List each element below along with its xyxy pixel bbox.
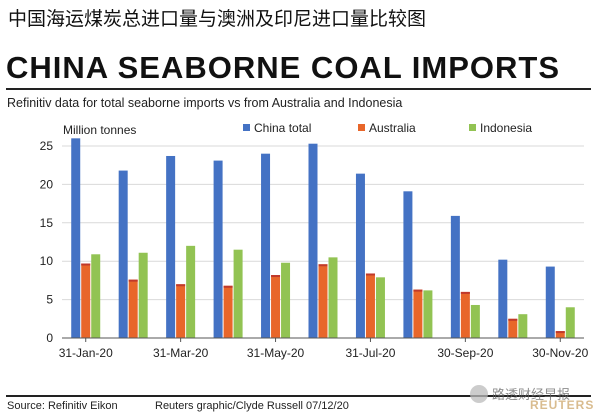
bar-indonesia-Nov-20 bbox=[565, 307, 575, 338]
bar-indonesia-Jan-20 bbox=[91, 254, 101, 338]
bar-china-total-May-20 bbox=[261, 153, 271, 338]
bar-cap-australia-Nov-20 bbox=[555, 331, 565, 334]
bar-cap-australia-Sep-20 bbox=[460, 291, 470, 294]
reuters-logo: REUTERS bbox=[530, 398, 595, 412]
bar-australia-Jan-20 bbox=[81, 263, 91, 338]
source-note: Source: Refinitiv Eikon bbox=[7, 400, 118, 412]
wechat-icon bbox=[470, 384, 488, 403]
bar-indonesia-Jun-20 bbox=[328, 257, 338, 338]
y-tick-label: 15 bbox=[40, 216, 54, 230]
axes: 0 5 10 15 20 25 31-Jan-20 31-Mar-20 31-May-20 31-… bbox=[40, 139, 589, 360]
chinese-title: 中国海运煤炭总进口量与澳洲及印尼进口量比较图 bbox=[8, 8, 427, 30]
legend-swatch-indonesia bbox=[469, 124, 476, 131]
bar-china-total-Oct-20 bbox=[498, 259, 508, 338]
legend-swatch-china-total bbox=[243, 124, 250, 131]
gridlines bbox=[62, 145, 584, 339]
x-tick-label: 31-Jan-20 bbox=[59, 346, 113, 360]
bars bbox=[71, 138, 575, 338]
y-tick-label: 5 bbox=[46, 293, 53, 307]
bar-cap-australia-Jan-20 bbox=[81, 263, 91, 266]
watermark: 路透财经早报 bbox=[470, 384, 570, 403]
legend-label-indonesia: Indonesia bbox=[480, 121, 532, 135]
legend-label-china-total: China total bbox=[254, 121, 311, 135]
bar-australia-Oct-20 bbox=[508, 318, 518, 338]
bar-cap-australia-Oct-20 bbox=[508, 318, 518, 321]
english-title: CHINA SEABORNE COAL IMPORTS bbox=[6, 50, 561, 85]
bar-australia-Mar-20 bbox=[176, 284, 186, 338]
bar-indonesia-Aug-20 bbox=[423, 290, 433, 338]
bar-australia-May-20 bbox=[271, 275, 281, 338]
bar-china-total-Nov-20 bbox=[545, 266, 555, 338]
legend-label-australia: Australia bbox=[369, 121, 416, 135]
y-tick-label: 10 bbox=[40, 254, 54, 268]
title-rule bbox=[6, 88, 591, 90]
bar-australia-Sep-20 bbox=[460, 291, 470, 338]
bar-australia-Jun-20 bbox=[318, 264, 328, 338]
x-tick-label: 31-May-20 bbox=[247, 346, 305, 360]
bar-cap-australia-Aug-20 bbox=[413, 289, 423, 292]
y-tick-label: 20 bbox=[40, 177, 54, 191]
bar-china-total-Jun-20 bbox=[308, 143, 318, 338]
bar-indonesia-Feb-20 bbox=[138, 252, 148, 338]
bar-cap-australia-Mar-20 bbox=[176, 284, 186, 287]
legend-swatch-australia bbox=[358, 124, 365, 131]
bar-china-total-Aug-20 bbox=[403, 191, 413, 338]
credit-note: Reuters graphic/Clyde Russell 07/12/20 bbox=[155, 400, 349, 412]
bar-china-total-Mar-20 bbox=[166, 155, 176, 338]
bar-indonesia-Jul-20 bbox=[375, 277, 385, 338]
bar-australia-Jul-20 bbox=[365, 273, 375, 338]
bar-cap-australia-Feb-20 bbox=[128, 279, 138, 282]
footer-rule bbox=[6, 395, 591, 397]
x-tick-label: 30-Sep-20 bbox=[437, 346, 493, 360]
bar-cap-australia-Jun-20 bbox=[318, 264, 328, 267]
bar-indonesia-May-20 bbox=[281, 262, 291, 338]
bar-china-total-Feb-20 bbox=[118, 170, 128, 338]
x-tick-label: 31-Mar-20 bbox=[153, 346, 209, 360]
bar-indonesia-Apr-20 bbox=[233, 249, 243, 338]
x-tick-label: 30-Nov-20 bbox=[532, 346, 588, 360]
bar-cap-australia-May-20 bbox=[271, 275, 281, 278]
bar-china-total-Apr-20 bbox=[213, 160, 223, 338]
bar-indonesia-Oct-20 bbox=[518, 314, 528, 338]
bar-china-total-Jan-20 bbox=[71, 138, 81, 338]
bar-indonesia-Mar-20 bbox=[186, 245, 196, 338]
y-axis-label: Million tonnes bbox=[63, 123, 136, 137]
legend: China total Australia Indonesia bbox=[243, 121, 532, 135]
bar-cap-australia-Apr-20 bbox=[223, 285, 233, 288]
bar-australia-Feb-20 bbox=[128, 279, 138, 338]
bar-cap-australia-Jul-20 bbox=[365, 273, 375, 276]
y-tick-label: 0 bbox=[46, 331, 53, 345]
bar-australia-Nov-20 bbox=[555, 331, 565, 338]
bar-china-total-Jul-20 bbox=[355, 173, 365, 338]
x-tick-label: 31-Jul-20 bbox=[345, 346, 395, 360]
bar-china-total-Sep-20 bbox=[450, 215, 460, 338]
bar-australia-Apr-20 bbox=[223, 285, 233, 338]
y-tick-label: 25 bbox=[40, 139, 54, 153]
bar-australia-Aug-20 bbox=[413, 289, 423, 338]
bar-indonesia-Sep-20 bbox=[470, 304, 480, 338]
watermark-text: 路透财经早报 bbox=[492, 388, 571, 403]
chart-subtitle: Refinitiv data for total seaborne import… bbox=[7, 96, 403, 110]
